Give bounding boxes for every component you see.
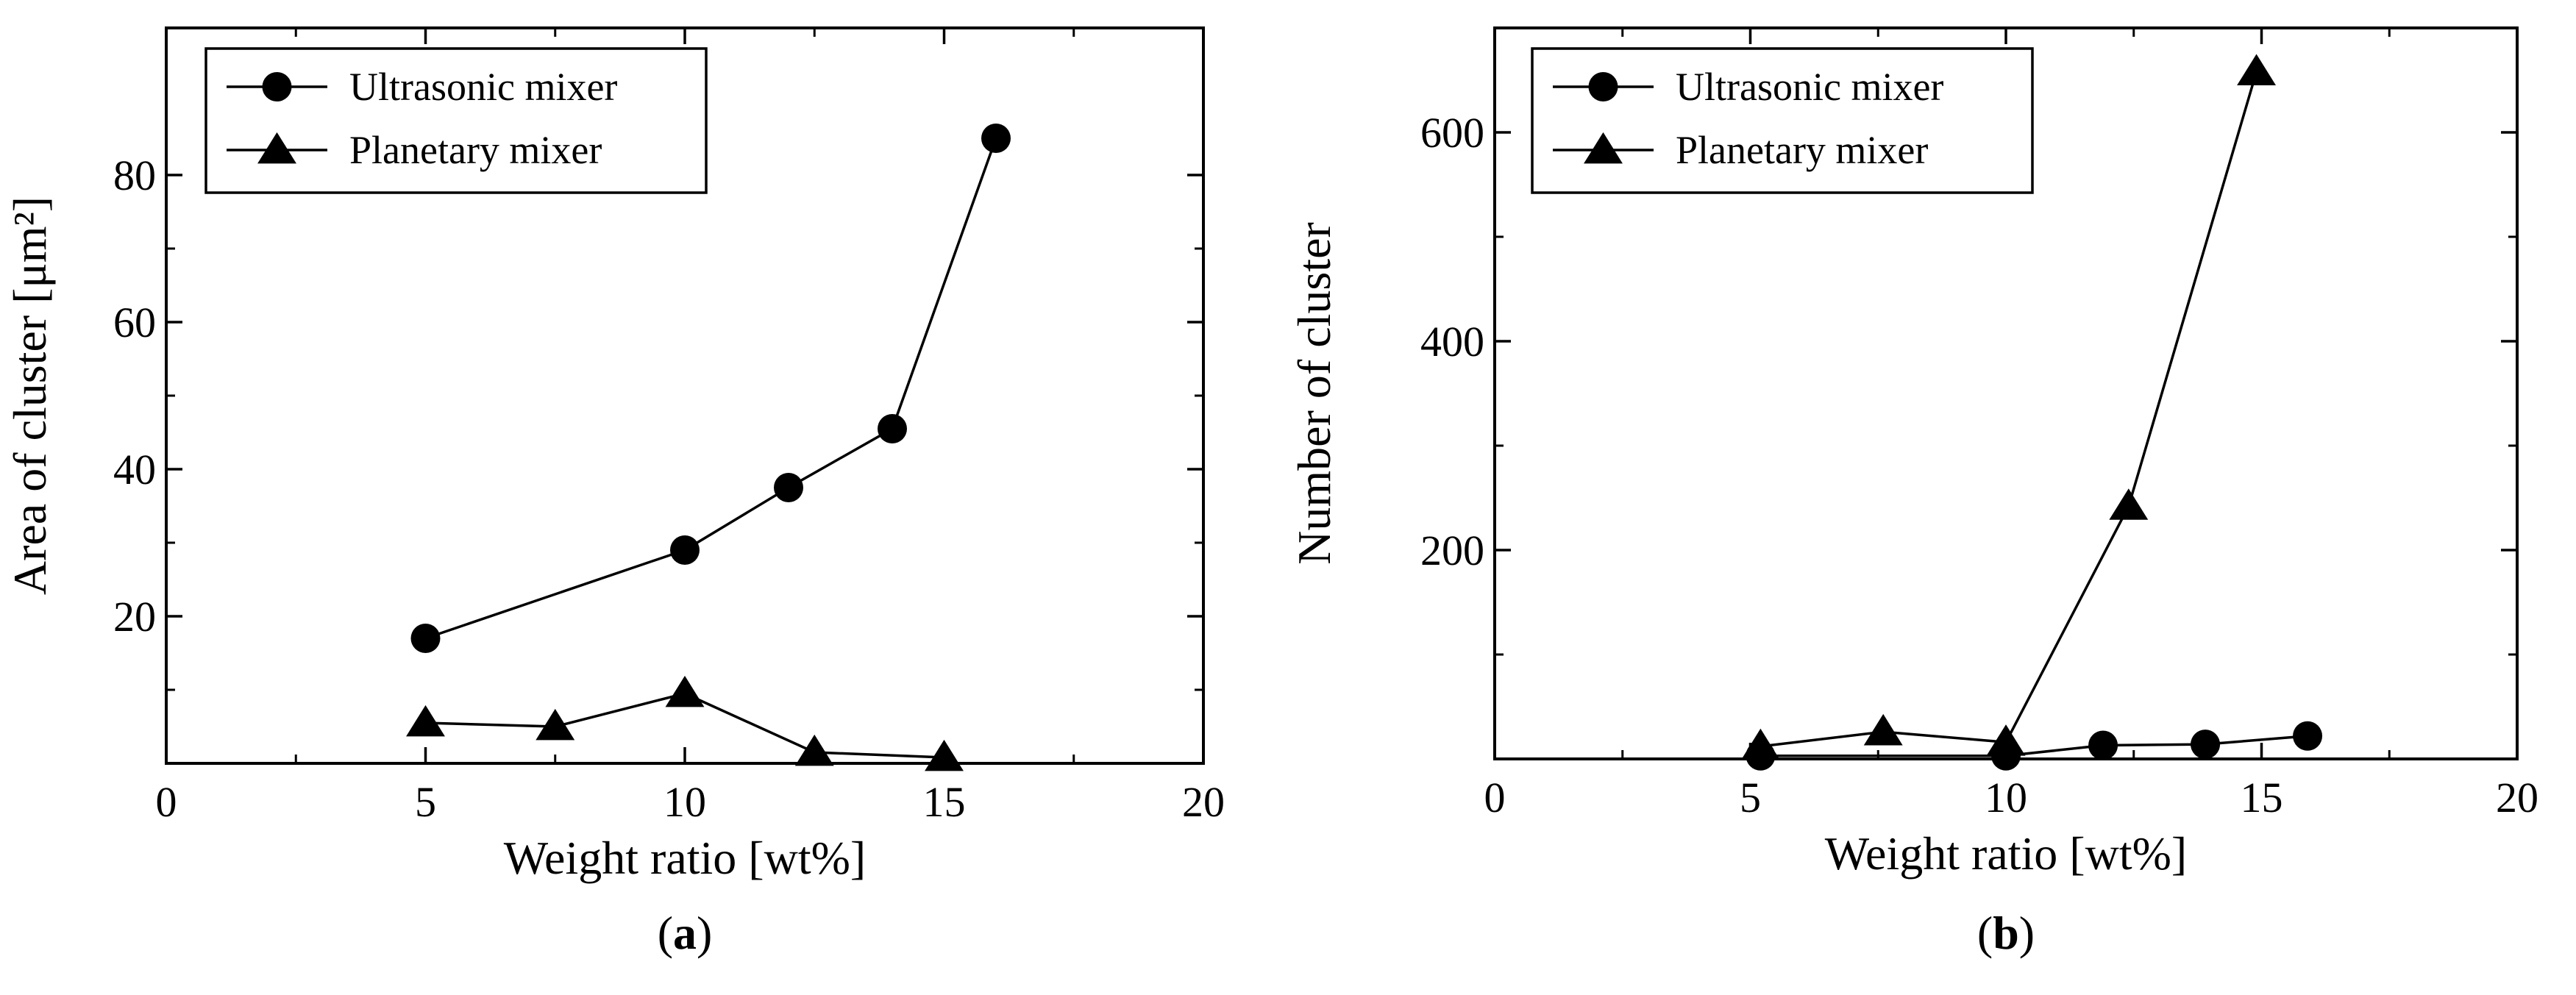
legend: Ultrasonic mixer Planetary mixer <box>204 47 708 194</box>
x-tick-label: 10 <box>1985 774 2027 821</box>
series-line <box>1760 735 2308 757</box>
data-point <box>536 708 575 741</box>
series-circle <box>410 124 1011 653</box>
legend-label: Planetary mixer <box>349 128 602 172</box>
data-point <box>925 739 964 771</box>
series-line <box>424 138 997 640</box>
data-point <box>665 675 705 707</box>
data-point <box>774 473 803 502</box>
panel-letter: a <box>673 907 697 959</box>
legend-marker-circle <box>1588 72 1618 101</box>
y-axis-title: Area of cluster [μm²] <box>4 196 56 595</box>
panel-a: 0 5 10 15 20 20 40 60 80 Weight ratio [wt%] Area o… <box>4 26 1225 959</box>
data-point <box>1740 728 1780 760</box>
panel-letter: b <box>1993 907 2019 959</box>
y-tick-label: 600 <box>1420 109 1484 157</box>
series-triangle <box>1740 54 2276 760</box>
x-tick-label: 5 <box>415 778 436 826</box>
series-triangle <box>406 675 964 771</box>
x-tick-label: 0 <box>156 778 177 826</box>
data-point <box>2191 730 2221 760</box>
y-tick-label: 60 <box>113 299 156 346</box>
series-circle <box>1746 721 2323 771</box>
x-tick-label: 5 <box>1740 774 1761 821</box>
y-tick-label: 20 <box>113 593 156 641</box>
legend-label: Ultrasonic mixer <box>349 65 617 109</box>
data-point <box>794 734 834 766</box>
data-point <box>878 414 907 443</box>
data-point <box>670 535 700 565</box>
x-tick-label: 0 <box>1484 774 1506 821</box>
data-point <box>406 705 445 737</box>
x-axis-title: Weight ratio [wt%] <box>504 832 866 884</box>
data-point <box>2293 721 2323 751</box>
panel-label: (b) <box>1977 907 2035 959</box>
legend-marker-circle <box>262 72 292 101</box>
legend-marker-triangle <box>257 132 296 164</box>
x-tick-label: 15 <box>2241 774 2283 821</box>
y-tick-label: 40 <box>113 446 156 493</box>
legend-marker-triangle <box>1584 132 1623 164</box>
panel-label: (a) <box>658 907 713 959</box>
legend-label: Ultrasonic mixer <box>1676 65 1943 109</box>
panel-b: 0 5 10 15 20 200 400 600 Weight ratio [wt%] Numbe… <box>1288 26 2538 959</box>
data-point <box>2237 54 2276 86</box>
y-tick-label: 200 <box>1420 527 1484 574</box>
data-point <box>1863 713 1903 746</box>
y-tick-label: 80 <box>113 151 156 199</box>
legend-label: Planetary mixer <box>1676 128 1928 172</box>
y-tick-label: 400 <box>1420 318 1484 365</box>
data-point <box>1986 724 2026 756</box>
x-tick-label: 10 <box>663 778 706 826</box>
data-point <box>2088 730 2118 760</box>
legend-box <box>1531 47 2034 194</box>
legend: Ultrasonic mixer Planetary mixer <box>1531 47 2034 194</box>
x-tick-label: 20 <box>2496 774 2538 821</box>
legend-box <box>204 47 708 194</box>
data-point <box>981 124 1011 153</box>
data-point <box>2109 488 2149 520</box>
data-point <box>410 624 441 653</box>
x-tick-label: 15 <box>923 778 966 826</box>
x-axis-title: Weight ratio [wt%] <box>1825 827 2187 880</box>
y-axis-title: Number of cluster <box>1288 222 1340 565</box>
x-tick-label: 20 <box>1182 778 1225 826</box>
